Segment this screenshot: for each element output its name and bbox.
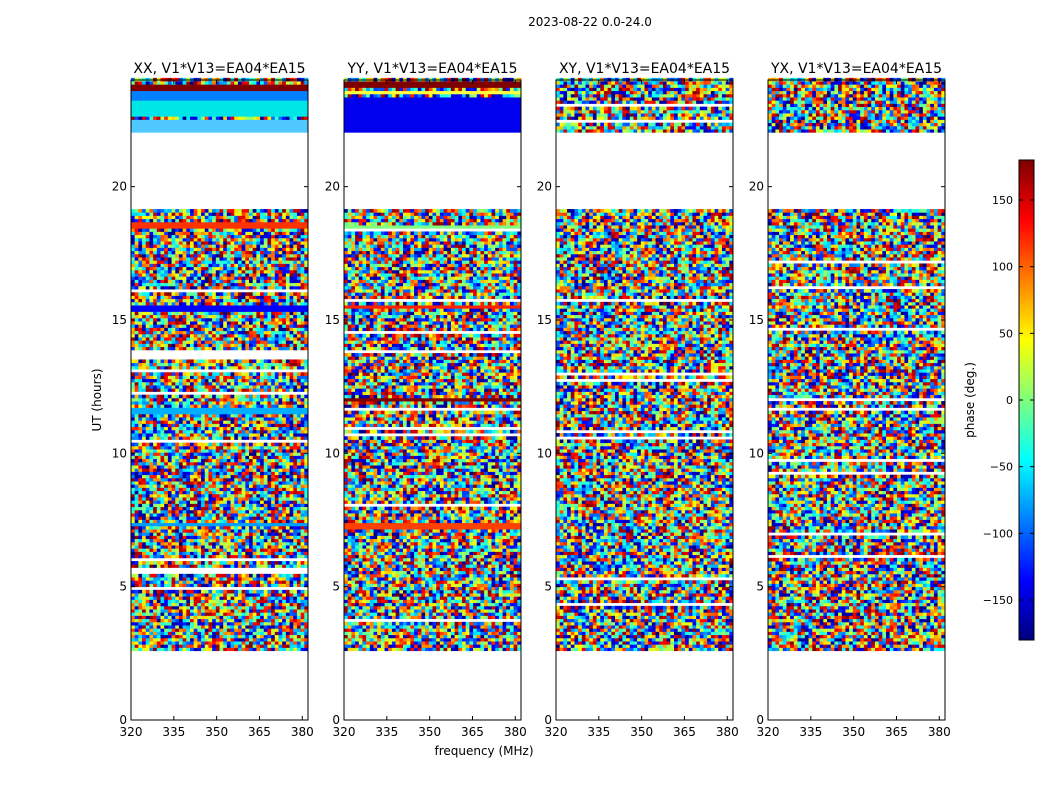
- x-tick-label: 350: [205, 725, 228, 739]
- panel-1: XX, V1*V13=EA04*EA15 320 335 350 365 380 0 5 10 1…: [112, 61, 314, 739]
- panels-group: XX, V1*V13=EA04*EA15 320 335 350 365 380 0 5 10 1…: [112, 61, 951, 739]
- panel-frame: [767, 79, 946, 721]
- panel-title: YX, V1*V13=EA04*EA15: [770, 61, 942, 77]
- y-tick-label: 15: [537, 313, 552, 327]
- colorbar-tick-label: 100: [992, 261, 1013, 274]
- panel-frame: [555, 79, 734, 721]
- x-tick-label: 365: [248, 725, 271, 739]
- y-axis-label: UT (hours): [90, 368, 104, 431]
- y-tick-label: 5: [119, 580, 127, 594]
- x-tick-label: 320: [120, 725, 143, 739]
- y-tick-label: 5: [544, 580, 552, 594]
- x-tick-label: 380: [716, 725, 739, 739]
- y-tick-label: 0: [756, 713, 764, 727]
- phase-texture: [131, 77, 309, 652]
- x-tick-label: 365: [673, 725, 696, 739]
- x-tick-label: 350: [418, 725, 441, 739]
- colorbar-tick-label: 0: [1006, 394, 1013, 407]
- x-tick-label: 380: [928, 725, 951, 739]
- phase-texture: [344, 77, 522, 652]
- x-tick-label: 335: [375, 725, 398, 739]
- y-tick-label: 5: [332, 580, 340, 594]
- panel-2: YY, V1*V13=EA04*EA15 320 335 350 365 380 0 5 10 1…: [325, 61, 527, 739]
- y-tick-label: 10: [537, 446, 552, 460]
- y-tick-label: 15: [325, 313, 340, 327]
- x-tick-label: 365: [885, 725, 908, 739]
- x-tick-label: 365: [461, 725, 484, 739]
- panel-frame: [343, 79, 522, 721]
- x-tick-label: 350: [630, 725, 653, 739]
- x-tick-label: 320: [333, 725, 356, 739]
- x-tick-label: 320: [757, 725, 780, 739]
- x-tick-label: 335: [162, 725, 185, 739]
- y-tick-label: 20: [749, 180, 764, 194]
- y-tick-label: 10: [749, 446, 764, 460]
- colorbar-tick-label: −150: [983, 594, 1013, 607]
- colorbar-tick-label: −100: [983, 527, 1013, 540]
- colorbar: −150 −100 −50 0 50 100 150 phase (deg.): [963, 159, 1035, 641]
- x-tick-label: 350: [842, 725, 865, 739]
- y-tick-label: 20: [325, 180, 340, 194]
- y-tick-label: 0: [332, 713, 340, 727]
- y-tick-label: 0: [544, 713, 552, 727]
- x-tick-label: 380: [504, 725, 527, 739]
- panel-3: XY, V1*V13=EA04*EA15 320 335 350 365 380 0 5 10 1…: [537, 61, 739, 739]
- x-tick-label: 320: [545, 725, 568, 739]
- colorbar-tick-label: 150: [992, 194, 1013, 207]
- x-tick-label: 335: [799, 725, 822, 739]
- phase-texture: [556, 77, 734, 652]
- y-tick-label: 15: [112, 313, 127, 327]
- x-axis-label: frequency (MHz): [434, 744, 533, 758]
- colorbar-label: phase (deg.): [963, 362, 977, 438]
- y-tick-label: 5: [756, 580, 764, 594]
- colorbar-tick-label: −50: [990, 461, 1013, 474]
- y-tick-label: 20: [537, 180, 552, 194]
- panel-title: XY, V1*V13=EA04*EA15: [559, 61, 730, 77]
- y-tick-label: 20: [112, 180, 127, 194]
- x-tick-label: 380: [291, 725, 314, 739]
- y-tick-label: 10: [112, 446, 127, 460]
- x-tick-label: 335: [587, 725, 610, 739]
- panel-title: YY, V1*V13=EA04*EA15: [346, 61, 517, 77]
- figure-suptitle: 2023-08-22 0.0-24.0: [528, 15, 652, 29]
- panel-title: XX, V1*V13=EA04*EA15: [133, 61, 305, 77]
- panel-4: YX, V1*V13=EA04*EA15 320 335 350 365 380 0 5 10 1…: [749, 61, 951, 739]
- y-tick-label: 10: [325, 446, 340, 460]
- y-tick-label: 0: [119, 713, 127, 727]
- panel-frame: [130, 79, 309, 721]
- phase-texture: [768, 77, 946, 652]
- y-tick-label: 15: [749, 313, 764, 327]
- colorbar-tick-label: 50: [999, 327, 1013, 340]
